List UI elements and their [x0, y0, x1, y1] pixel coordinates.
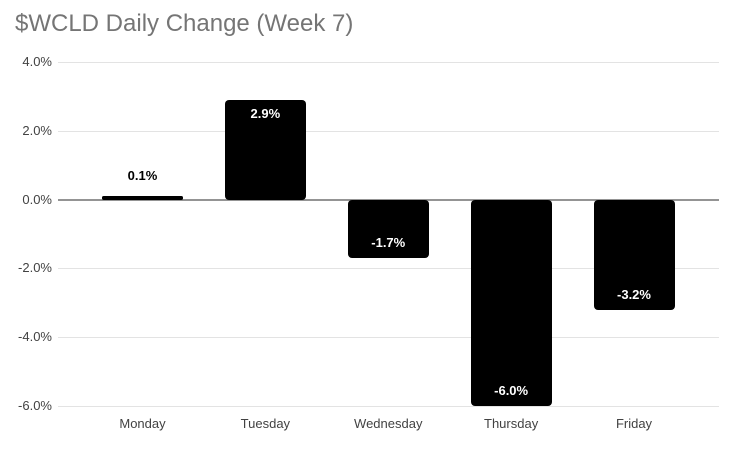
- bar-value-label: -1.7%: [371, 235, 406, 251]
- x-tick-label-friday: Friday: [615, 416, 653, 431]
- y-tick-label: 2.0%: [22, 122, 52, 138]
- x-tick-label-monday: Monday: [119, 416, 166, 431]
- plot-area: 0.1% 2.9% -1.7% -6.0% -3.2%: [58, 62, 719, 407]
- bar-thursday: [470, 199, 552, 406]
- y-tick-label: 0.0%: [22, 191, 52, 207]
- y-axis-labels: 4.0% 2.0% 0.0% -2.0% -4.0% -6.0%: [0, 0, 52, 451]
- bar-value-label: 2.9%: [250, 105, 281, 121]
- x-tick-label-wednesday: Wednesday: [354, 416, 423, 431]
- gridline: [58, 62, 719, 63]
- gridline: [58, 268, 719, 270]
- bar-tuesday: [224, 99, 306, 200]
- gridline: [58, 406, 719, 407]
- bar-value-label: -3.2%: [617, 286, 651, 302]
- y-tick-label: 4.0%: [22, 54, 52, 69]
- bar-friday: [593, 199, 675, 310]
- chart-title: $WCLD Daily Change (Week 7): [15, 10, 354, 37]
- y-tick-label: -2.0%: [18, 260, 52, 276]
- gridline: [58, 130, 719, 132]
- gridline: [58, 337, 719, 339]
- x-tick-label-thursday: Thursday: [484, 416, 539, 431]
- x-tick-label-tuesday: Tuesday: [240, 416, 291, 431]
- bar-value-label: -6.0%: [494, 383, 529, 398]
- bar-value-label: 0.1%: [127, 168, 158, 184]
- y-tick-label: -6.0%: [18, 398, 52, 413]
- bar-monday: [102, 196, 183, 200]
- bar-wednesday: [347, 199, 429, 259]
- y-tick-label: -4.0%: [18, 329, 52, 345]
